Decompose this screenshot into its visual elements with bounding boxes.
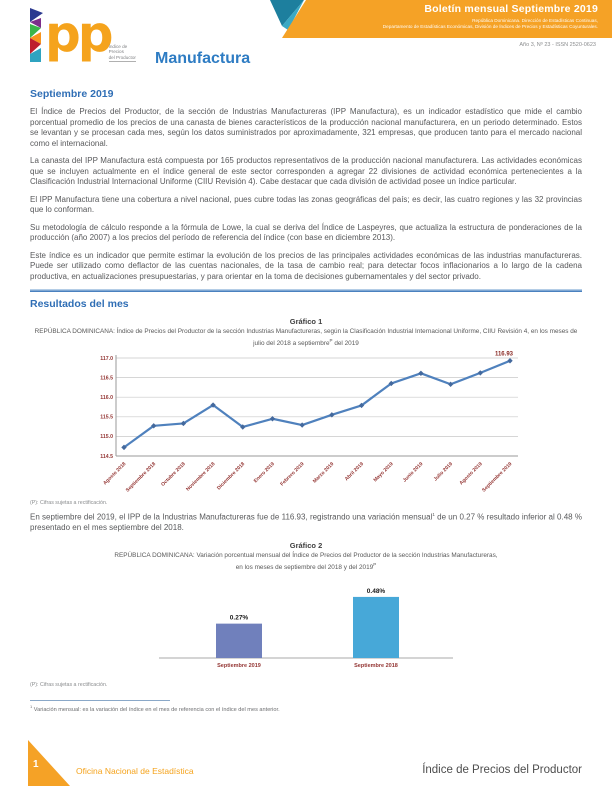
intro-paragraph: El IPP Manufactura tiene una cobertura a…: [30, 194, 582, 215]
footnote-marker: 1: [30, 704, 33, 710]
x-tick-label: Enero 2019: [253, 461, 276, 484]
logo-tagline-line: Precios: [108, 49, 124, 55]
footnote-separator: [30, 700, 170, 702]
x-tick-label: Septiembre 2019: [481, 461, 514, 494]
bar: [216, 623, 262, 659]
narrative-tail: de un 0.27 % resultado inferior al 0.48 …: [30, 512, 582, 533]
x-tick-label: Marzo 2019: [312, 461, 335, 484]
narrative-text: En septiembre del 2019, el IPP de la Ind…: [30, 512, 433, 522]
data-point-marker: [477, 370, 484, 376]
line-series: [122, 359, 512, 449]
footnote: 1 Variación mensual: es la variación del…: [30, 704, 582, 713]
chart1-block: Gráfico 1 REPÚBLICA DOMINICANA: Índice d…: [30, 317, 582, 500]
data-point-marker: [121, 444, 127, 451]
x-tick-label: Diciembre 2018: [216, 461, 246, 491]
page-title: Manufactura: [155, 50, 251, 67]
banner-text: Boletín mensual Septiembre 2019 Repúblic…: [383, 3, 598, 30]
data-point-marker: [210, 402, 216, 409]
chart1-subtitle-tail: del 2019: [332, 339, 359, 347]
y-tick-label: 115.0: [100, 435, 113, 441]
chart1-subtitle-text: REPÚBLICA DOMINICANA: Índice de Precios …: [34, 328, 578, 347]
chart2-title: Gráfico 2: [289, 540, 323, 550]
data-point-marker: [180, 421, 187, 427]
x-tick-label: Octubre 2018: [160, 461, 187, 488]
last-point-label: 116.93: [495, 352, 514, 358]
chart2-subtitle: REPÚBLICA DOMINICANA: Variación porcentu…: [111, 552, 501, 572]
y-tick-label: 116.0: [100, 395, 113, 401]
data-point-marker: [269, 416, 276, 422]
bar-chart: 0.27% Septiembre 2019 0.48% Septiembre 2018: [159, 588, 453, 669]
x-tick-label: Junio 2019: [402, 461, 425, 484]
logo-tagline-line: del Productor: [108, 54, 136, 60]
banner-shape: [270, 0, 612, 38]
footer-triangle: [28, 740, 70, 786]
x-tick-label: Febrero 2019: [279, 461, 305, 487]
y-tick-label: 115.5: [100, 415, 113, 421]
x-tick-label: Agosto 2019: [458, 461, 483, 486]
data-point-marker: [388, 381, 394, 387]
intro-paragraph: El Índice de Precios del Productor, de l…: [30, 107, 582, 148]
data-point-marker: [329, 412, 335, 418]
x-tick-label: Septiembre 2018: [125, 461, 158, 494]
content: Septiembre 2019 El Índice de Precios del…: [30, 88, 582, 713]
x-tick-label: Abril 2019: [344, 461, 365, 482]
banner-orange-shape: [282, 0, 612, 38]
header-banner: Boletín mensual Septiembre 2019 Repúblic…: [270, 0, 612, 38]
data-point-marker: [299, 422, 305, 429]
issue-line: Año 3, Nº 23 - ISSN 2520-0623: [519, 42, 596, 48]
banner-subtitle: República Dominicana. Dirección de Estad…: [383, 18, 598, 30]
y-tick-label: 114.5: [100, 454, 113, 460]
chart1-note: (P): Cifras sujetas a rectificación.: [30, 500, 108, 507]
data-point-marker: [358, 403, 365, 409]
narrative-footnote-marker: 1: [432, 512, 435, 518]
chart1-subtitle-sup: P: [329, 337, 333, 343]
chart2-subtitle-text: REPÚBLICA DOMINICANA: Variación porcentu…: [114, 551, 498, 571]
ipp-logo-letters: pp: [45, 5, 114, 63]
y-tick-label: 117.0: [100, 356, 113, 362]
banner-subtitle-line1: República Dominicana. Dirección de Estad…: [472, 17, 598, 23]
chart1-title: Gráfico 1: [289, 317, 323, 326]
data-point-marker: [240, 424, 246, 431]
ipp-logo: pp Índice de Precios del Productor: [28, 6, 136, 64]
results-heading: Resultados del mes: [30, 298, 129, 310]
data-point-marker: [418, 370, 424, 377]
chart2-note: (P): Cifras sujetas a rectificación.: [30, 682, 108, 689]
bar: [353, 597, 399, 659]
ipp-logo-tagline: Índice de Precios del Productor: [108, 44, 136, 63]
banner-title: Boletín mensual Septiembre 2019: [424, 3, 598, 15]
bar-category-label: Septiembre 2019: [217, 663, 261, 669]
chart2-block: Gráfico 2 REPÚBLICA DOMINICANA: Variació…: [30, 541, 582, 682]
data-point-marker: [447, 381, 454, 388]
doc-title: Índice de Precios del Productor: [422, 764, 582, 776]
x-tick-label: Julio 2019: [433, 461, 454, 482]
banner-teal-dark-triangle: [270, 0, 304, 26]
intro-paragraph: Su metodología de cálculo responde a la …: [30, 222, 582, 243]
x-tick-label: Agosto 2018: [102, 461, 127, 486]
ipp-logo-i-triangles: [30, 8, 43, 62]
page-number: 1: [33, 759, 39, 770]
chart1-subtitle: REPÚBLICA DOMINICANA: Índice de Precios …: [32, 328, 580, 348]
chart2-subtitle-sup: P: [373, 561, 377, 567]
footer: 1 Oficina Nacional de Estadística Índice…: [0, 740, 612, 792]
bar-value-label: 0.48%: [367, 588, 386, 595]
x-tick-label: Mayo 2019: [373, 461, 395, 483]
banner-subtitle-line2: Departamento de Estadísticas Económicas,…: [382, 23, 598, 29]
intro-paragraph: Este índice es un indicador que permite …: [30, 250, 582, 281]
banner-teal-light-triangle: [282, 0, 304, 38]
section-divider: [30, 289, 582, 292]
footnote-text: Variación mensual: es la variación del í…: [32, 707, 280, 714]
logo-tagline-line: Índice de: [108, 44, 128, 49]
results-narrative: En septiembre del 2019, el IPP de la Ind…: [30, 510, 582, 534]
intro-paragraph: La canasta del IPP Manufactura está comp…: [30, 156, 582, 186]
bar-value-label: 0.27%: [230, 615, 249, 622]
org-name: Oficina Nacional de Estadística: [76, 766, 194, 776]
line-chart: 114.5 115.0 115.5 116.0 116.5 117.0 Agosto 201…: [100, 352, 518, 494]
bar-category-label: Septiembre 2018: [354, 663, 398, 669]
intro-heading: Septiembre 2019: [30, 88, 114, 100]
data-point-marker: [507, 358, 513, 364]
y-tick-label: 116.5: [100, 376, 113, 382]
x-tick-label: Noviembre 2018: [185, 461, 217, 493]
data-point-marker: [150, 423, 157, 429]
